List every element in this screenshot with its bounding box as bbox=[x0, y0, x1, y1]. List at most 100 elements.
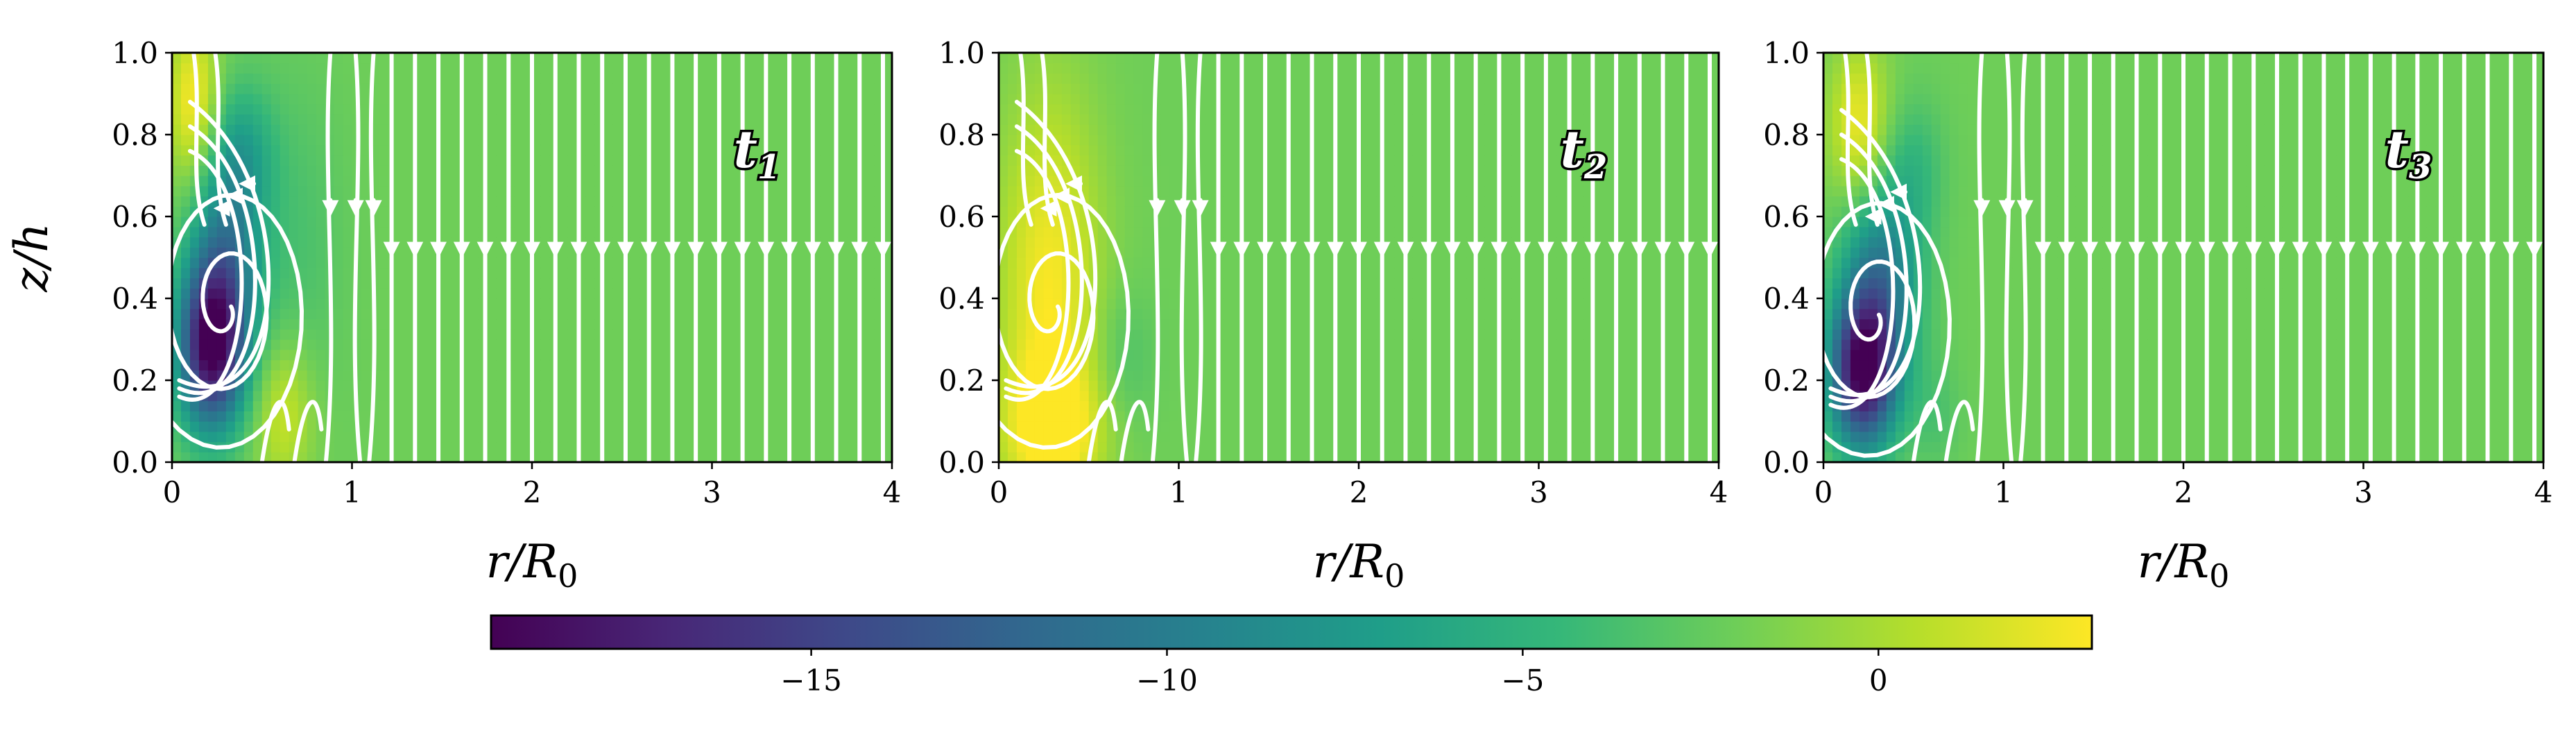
heatmap-cell bbox=[658, 349, 668, 361]
heatmap-cell bbox=[567, 380, 578, 391]
heatmap-cell bbox=[1133, 73, 1144, 84]
heatmap-cell bbox=[847, 308, 857, 320]
heatmap-cell bbox=[487, 349, 497, 361]
heatmap-cell bbox=[487, 298, 497, 309]
heatmap-cell bbox=[1205, 441, 1215, 452]
heatmap-cell bbox=[775, 349, 784, 361]
heatmap-cell bbox=[271, 257, 281, 269]
heatmap-cell bbox=[1359, 298, 1368, 309]
heatmap-cell bbox=[415, 267, 424, 279]
heatmap-cell bbox=[1007, 319, 1017, 330]
heatmap-cell bbox=[649, 114, 659, 125]
heatmap-cell bbox=[883, 83, 892, 94]
heatmap-cell bbox=[748, 319, 757, 330]
heatmap-cell bbox=[415, 103, 424, 115]
heatmap-cell bbox=[243, 103, 254, 115]
heatmap-cell bbox=[1061, 135, 1072, 146]
heatmap-cell bbox=[1124, 83, 1135, 94]
heatmap-cell bbox=[379, 83, 388, 94]
heatmap-cell bbox=[1251, 135, 1260, 146]
heatmap-cell bbox=[415, 319, 424, 330]
heatmap-cell bbox=[820, 155, 830, 166]
heatmap-cell bbox=[189, 349, 200, 361]
heatmap-cell bbox=[630, 329, 641, 340]
heatmap-cell bbox=[1133, 349, 1144, 361]
heatmap-cell bbox=[514, 288, 524, 299]
heatmap-cell bbox=[397, 237, 406, 248]
heatmap-cell bbox=[532, 441, 542, 452]
heatmap-cell bbox=[1097, 62, 1108, 74]
heatmap-cell bbox=[496, 339, 506, 350]
heatmap-cell bbox=[469, 380, 479, 391]
heatmap-cell bbox=[703, 441, 713, 452]
heatmap-cell bbox=[820, 165, 830, 176]
heatmap-cell bbox=[802, 411, 812, 422]
heatmap-cell bbox=[361, 329, 371, 340]
heatmap-cell bbox=[451, 206, 461, 217]
heatmap-cell bbox=[271, 226, 281, 238]
heatmap-cell bbox=[225, 257, 236, 269]
heatmap-cell bbox=[838, 400, 848, 411]
heatmap-cell bbox=[1025, 411, 1036, 422]
heatmap-cell bbox=[307, 288, 317, 299]
heatmap-cell bbox=[1106, 155, 1117, 166]
heatmap-cell bbox=[658, 359, 668, 371]
heatmap-cell bbox=[847, 329, 857, 340]
heatmap-cell bbox=[540, 278, 551, 289]
heatmap-cell bbox=[1296, 155, 1305, 166]
heatmap-cell bbox=[1341, 411, 1350, 422]
heatmap-cell bbox=[289, 421, 299, 432]
heatmap-cell bbox=[514, 441, 524, 452]
heatmap-cell bbox=[424, 441, 433, 452]
heatmap-cell bbox=[1314, 226, 1323, 238]
heatmap-cell bbox=[334, 124, 344, 135]
heatmap-cell bbox=[1142, 298, 1153, 309]
heatmap-cell bbox=[496, 411, 506, 422]
heatmap-cell bbox=[1251, 319, 1260, 330]
heatmap-cell bbox=[1187, 349, 1198, 361]
streamline bbox=[213, 53, 228, 227]
heatmap-cell bbox=[1341, 196, 1350, 207]
heatmap-cell bbox=[316, 319, 326, 330]
heatmap-cell bbox=[361, 83, 371, 94]
heatmap-cell bbox=[496, 267, 506, 279]
heatmap-cell bbox=[532, 62, 542, 74]
heatmap-cell bbox=[1314, 103, 1323, 115]
heatmap-cell bbox=[1007, 135, 1017, 146]
heatmap-cell bbox=[847, 452, 857, 462]
heatmap-cell bbox=[748, 452, 757, 462]
heatmap-cell bbox=[1187, 441, 1198, 452]
heatmap-cell bbox=[540, 144, 551, 156]
heatmap-cell bbox=[189, 452, 200, 462]
heatmap-cell bbox=[748, 257, 757, 269]
heatmap-cell bbox=[442, 165, 452, 176]
heatmap-cell bbox=[649, 288, 659, 299]
heatmap-cell bbox=[180, 114, 191, 125]
heatmap-cell bbox=[802, 196, 812, 207]
heatmap-cell bbox=[451, 196, 461, 207]
heatmap-cell bbox=[334, 217, 344, 228]
heatmap-cell bbox=[316, 165, 326, 176]
heatmap-cell bbox=[1323, 400, 1332, 411]
heatmap-cell bbox=[487, 114, 497, 125]
heatmap-cell bbox=[1061, 114, 1072, 125]
heatmap-cell bbox=[766, 217, 775, 228]
heatmap-cell bbox=[172, 176, 182, 187]
heatmap-cell bbox=[685, 329, 695, 340]
heatmap-cell bbox=[1097, 339, 1108, 350]
heatmap-cell bbox=[820, 298, 830, 309]
heatmap-cell bbox=[730, 155, 740, 166]
heatmap-cell bbox=[1251, 155, 1260, 166]
heatmap-cell bbox=[612, 441, 623, 452]
heatmap-cell bbox=[532, 176, 542, 187]
heatmap-cell bbox=[289, 53, 299, 64]
heatmap-cell bbox=[612, 288, 623, 299]
heatmap-cell bbox=[658, 144, 668, 156]
heatmap-cell bbox=[514, 370, 524, 381]
heatmap-cell bbox=[658, 288, 668, 299]
heatmap-cell bbox=[1359, 267, 1368, 279]
heatmap-cell bbox=[748, 185, 757, 197]
heatmap-cell bbox=[658, 431, 668, 443]
heatmap-cell bbox=[847, 349, 857, 361]
heatmap-cell bbox=[1142, 73, 1153, 84]
